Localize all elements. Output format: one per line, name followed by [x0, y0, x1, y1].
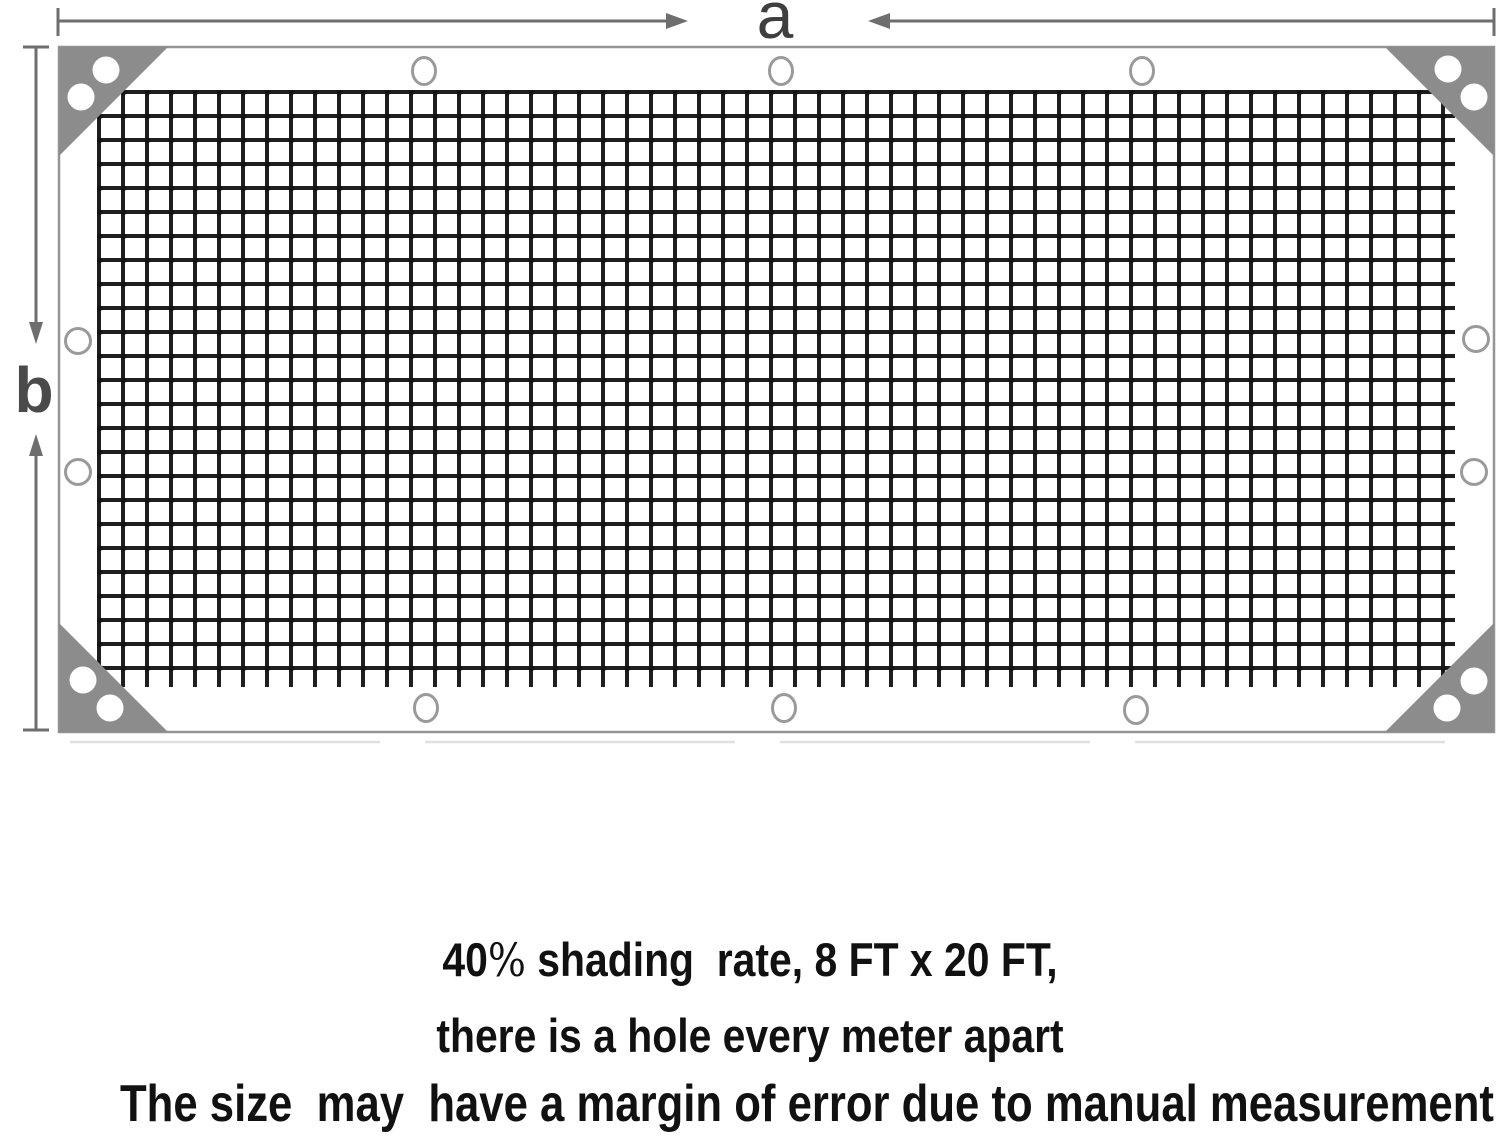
corner-hole — [1433, 694, 1461, 722]
grommet — [768, 56, 794, 86]
corner-patch-bottom-right — [1385, 623, 1494, 732]
corner-patch-triangle — [59, 623, 168, 732]
caption-line-3: The size may have a margin of error due … — [120, 1075, 1494, 1133]
corner-hole — [1460, 667, 1488, 695]
caption-shading-number: 40 — [442, 933, 488, 986]
corner-patch-top-left — [59, 47, 168, 156]
grommet — [1460, 458, 1488, 486]
shade-net-diagram: a b — [14, 0, 1496, 744]
corner-hole — [69, 666, 97, 694]
grommet — [64, 327, 92, 355]
grommet — [413, 693, 439, 723]
grommet — [411, 56, 437, 86]
corner-patch-triangle — [59, 47, 168, 156]
grommet — [1462, 325, 1490, 353]
arrow-up-icon — [29, 434, 43, 456]
corner-hole — [1434, 55, 1462, 83]
corner-patch-top-right — [1385, 47, 1494, 156]
caption-line-1-rest: shading rate, 8 FT x 20 FT, — [525, 933, 1058, 986]
dimension-a: a — [56, 0, 1496, 52]
arrow-left-icon — [868, 13, 890, 29]
grommet — [1129, 56, 1155, 86]
dimension-b-label: b — [14, 354, 53, 426]
corner-patch-triangle — [1385, 47, 1494, 156]
grommet — [771, 693, 797, 723]
corner-patch-triangle — [1385, 623, 1494, 732]
corner-hole — [96, 694, 124, 722]
corner-patch-bottom-left — [59, 623, 168, 732]
grommets — [64, 56, 1490, 725]
grommet — [1123, 695, 1149, 725]
mesh-net — [97, 90, 1455, 687]
corner-hole — [92, 56, 120, 84]
caption-line-2: there is a hole every meter apart — [436, 1009, 1064, 1062]
grommet — [64, 458, 92, 486]
corner-hole — [1460, 83, 1488, 111]
caption-line-1: 40% shading rate, 8 FT x 20 FT, — [98, 934, 1403, 986]
arrow-down-icon — [29, 322, 43, 344]
dimension-b: b — [14, 45, 54, 732]
corner-hole — [67, 83, 95, 111]
arrow-right-icon — [666, 13, 688, 29]
percent-sign: % — [487, 933, 526, 987]
dimension-a-label: a — [757, 0, 794, 52]
